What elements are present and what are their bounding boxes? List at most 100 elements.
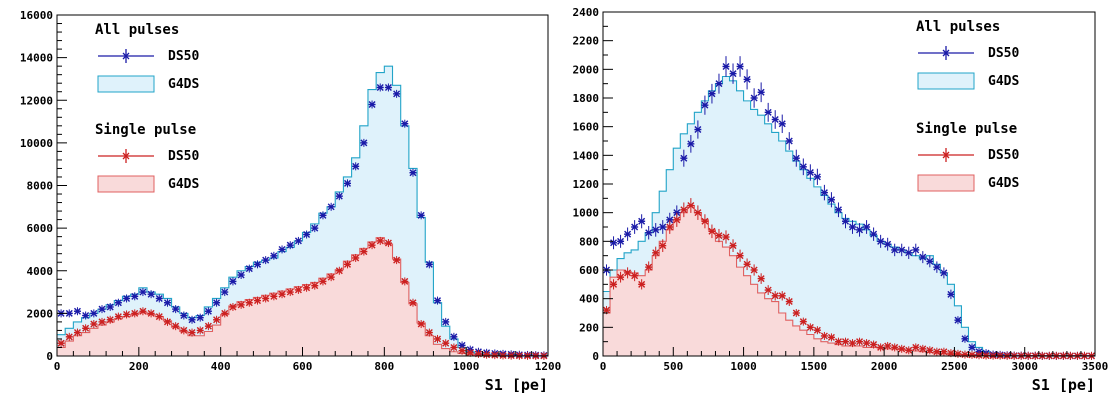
data-point bbox=[722, 230, 730, 244]
data-point bbox=[631, 270, 639, 282]
data-point bbox=[820, 331, 828, 340]
data-point bbox=[376, 236, 384, 245]
x-tick-label: 1000 bbox=[730, 360, 757, 373]
data-point bbox=[286, 241, 294, 250]
data-point bbox=[294, 236, 302, 245]
data-point bbox=[603, 306, 611, 315]
data-point bbox=[870, 340, 878, 349]
data-point bbox=[947, 289, 955, 300]
data-point bbox=[687, 198, 695, 213]
data-point bbox=[743, 69, 751, 90]
data-point bbox=[806, 323, 814, 332]
data-point bbox=[57, 339, 65, 348]
data-point bbox=[652, 223, 660, 237]
legend-label: G4DS bbox=[988, 74, 1019, 89]
data-point bbox=[360, 138, 368, 147]
y-tick-label: 1800 bbox=[573, 92, 600, 105]
hist-fill-all-pulses-g4ds bbox=[57, 66, 548, 357]
data-point bbox=[434, 296, 442, 305]
y-tick-label: 2000 bbox=[573, 63, 600, 76]
data-point bbox=[806, 164, 814, 181]
data-point bbox=[123, 310, 131, 319]
data-point bbox=[961, 350, 969, 359]
data-point bbox=[319, 277, 327, 286]
data-point bbox=[335, 266, 343, 275]
data-point bbox=[229, 277, 237, 286]
data-point bbox=[270, 251, 278, 260]
data-point bbox=[155, 294, 163, 303]
data-point bbox=[163, 317, 171, 326]
data-point bbox=[82, 324, 90, 333]
data-point bbox=[715, 228, 723, 243]
data-point bbox=[213, 298, 221, 307]
data-point bbox=[975, 351, 983, 360]
y-tick-label: 600 bbox=[579, 264, 599, 277]
data-point bbox=[98, 305, 106, 314]
legend-swatch-marker bbox=[122, 52, 130, 60]
data-point bbox=[617, 271, 625, 283]
data-point bbox=[253, 296, 261, 305]
legend-swatch-box bbox=[917, 174, 975, 192]
data-point bbox=[196, 313, 204, 322]
data-point bbox=[813, 168, 821, 185]
data-point bbox=[954, 349, 962, 358]
data-point bbox=[458, 346, 466, 355]
data-point bbox=[401, 277, 409, 286]
data-point bbox=[491, 351, 499, 360]
data-point bbox=[417, 211, 425, 220]
data-point bbox=[450, 332, 458, 341]
data-point bbox=[139, 307, 147, 316]
legend-swatch-box bbox=[917, 72, 975, 90]
data-point bbox=[393, 256, 401, 265]
data-point bbox=[434, 334, 442, 343]
legend-swatch-marker bbox=[942, 49, 950, 57]
data-point bbox=[856, 337, 864, 346]
data-point bbox=[172, 305, 180, 314]
data-point bbox=[645, 261, 653, 273]
data-point bbox=[204, 307, 212, 316]
data-point bbox=[771, 110, 779, 129]
data-point bbox=[961, 334, 969, 343]
x-tick-label: 0 bbox=[600, 360, 607, 373]
data-point bbox=[954, 316, 962, 325]
data-point bbox=[253, 260, 261, 269]
y-tick-label: 6000 bbox=[27, 222, 54, 235]
data-point bbox=[624, 227, 632, 241]
legend-header: Single pulse bbox=[95, 122, 196, 138]
data-point bbox=[750, 88, 758, 108]
x-axis-title: S1 [pe] bbox=[1032, 376, 1095, 394]
data-point bbox=[278, 290, 286, 299]
data-point bbox=[204, 322, 212, 331]
legend-label: DS50 bbox=[988, 148, 1019, 163]
legend-label: G4DS bbox=[168, 177, 199, 192]
data-point bbox=[673, 212, 681, 227]
data-point bbox=[708, 83, 716, 104]
data-point bbox=[417, 320, 425, 329]
legend-label: DS50 bbox=[168, 149, 199, 164]
data-point bbox=[213, 315, 221, 324]
data-point bbox=[905, 246, 913, 259]
data-point bbox=[499, 351, 507, 360]
data-point bbox=[926, 255, 934, 268]
legend-label: DS50 bbox=[988, 46, 1019, 61]
x-axis-title: S1 [pe] bbox=[485, 376, 548, 394]
data-point bbox=[933, 261, 941, 273]
data-point bbox=[106, 315, 114, 324]
data-point bbox=[344, 260, 352, 269]
data-point bbox=[73, 328, 81, 337]
y-tick-label: 800 bbox=[579, 235, 599, 248]
data-point bbox=[813, 326, 821, 335]
data-point bbox=[409, 298, 417, 307]
data-point bbox=[849, 220, 857, 234]
y-tick-label: 8000 bbox=[27, 180, 54, 193]
data-point bbox=[736, 56, 744, 77]
data-point bbox=[701, 214, 709, 229]
data-point bbox=[834, 337, 842, 346]
data-point bbox=[884, 237, 892, 251]
data-point bbox=[368, 100, 376, 109]
data-point bbox=[114, 312, 122, 321]
data-point bbox=[229, 302, 237, 311]
y-tick-label: 2000 bbox=[27, 307, 54, 320]
